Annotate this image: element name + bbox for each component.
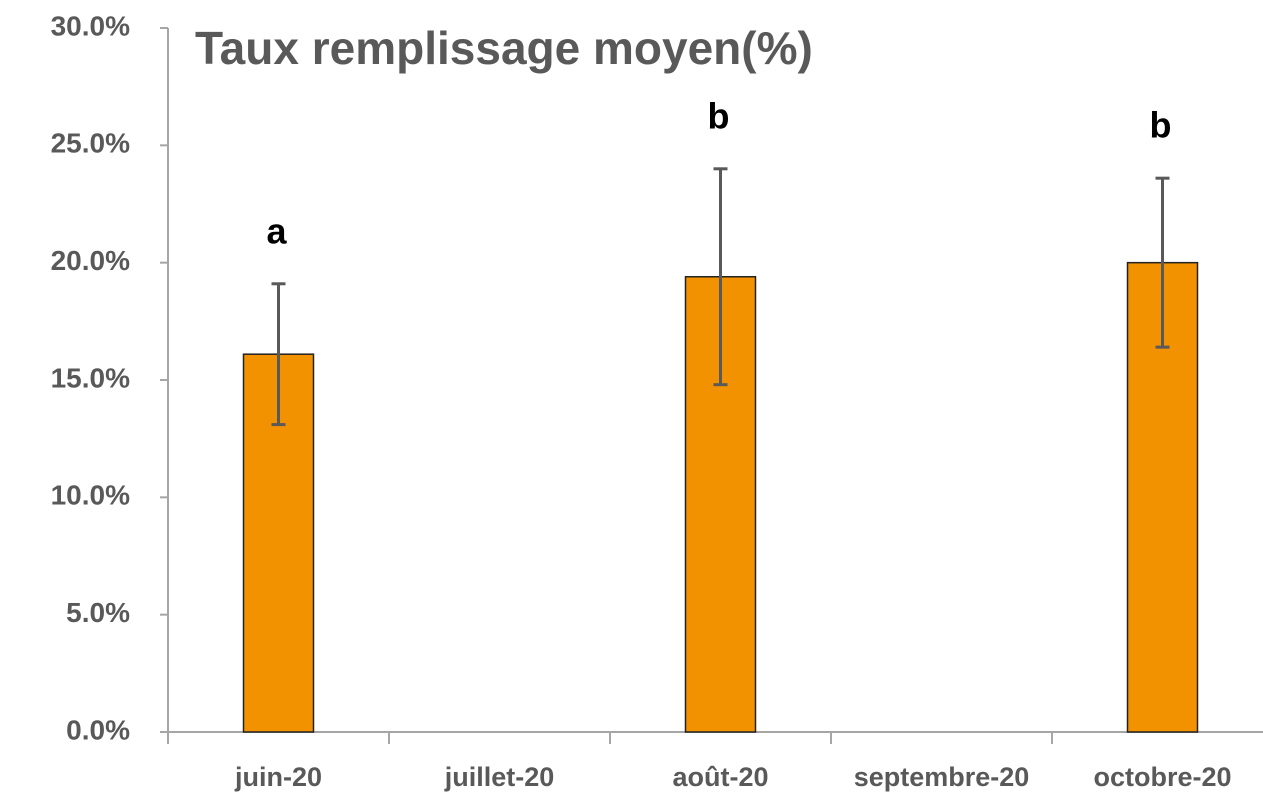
y-tick-label: 30.0%	[51, 10, 130, 41]
y-tick-label: 5.0%	[66, 597, 130, 628]
y-tick-label: 15.0%	[51, 362, 130, 393]
y-tick-label: 0.0%	[66, 714, 130, 745]
y-tick-label: 20.0%	[51, 245, 130, 276]
chart-title: Taux remplissage moyen(%)	[195, 22, 813, 74]
y-tick-label: 25.0%	[51, 128, 130, 159]
significance-label: b	[1150, 105, 1172, 146]
x-tick-label: septembre-20	[854, 762, 1030, 792]
y-tick-label: 10.0%	[51, 480, 130, 511]
significance-label: a	[266, 210, 287, 251]
x-tick-label: octobre-20	[1093, 762, 1231, 792]
x-tick-label: juin-20	[234, 762, 322, 792]
x-tick-label: juillet-20	[444, 762, 555, 792]
significance-label: b	[708, 95, 730, 136]
x-tick-label: août-20	[672, 762, 768, 792]
